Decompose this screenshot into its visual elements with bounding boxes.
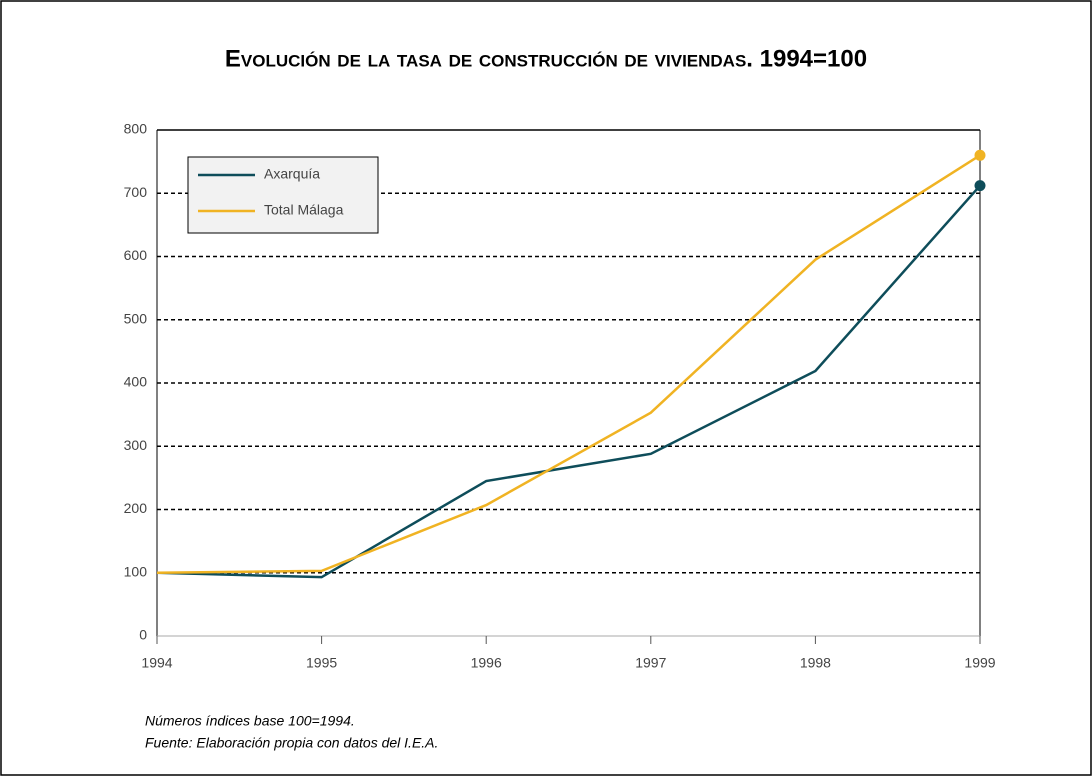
series-line xyxy=(156,184,981,579)
chart-title: Evolución de la tasa de construcción de … xyxy=(225,45,867,72)
x-tick-label: 1994 xyxy=(141,655,172,671)
note: Fuente: Elaboración propia con datos del… xyxy=(145,735,438,751)
y-tick-label: 0 xyxy=(139,627,147,643)
note: Números índices base 100=1994. xyxy=(145,713,355,729)
legend-label: Axarquía xyxy=(264,166,320,182)
y-tick-label: 400 xyxy=(124,374,148,390)
x-tick-label: 1995 xyxy=(306,655,337,671)
x-tick-label: 1999 xyxy=(964,655,995,671)
series-line xyxy=(156,154,981,574)
legend-label: Total Málaga xyxy=(264,202,344,218)
legend xyxy=(187,156,379,234)
y-tick-label: 200 xyxy=(124,500,148,516)
y-tick-label: 300 xyxy=(124,437,148,453)
end-marker xyxy=(974,180,986,192)
x-tick-label: 1996 xyxy=(471,655,502,671)
y-tick-label: 500 xyxy=(124,310,148,326)
end-marker xyxy=(974,149,986,161)
x-tick-label: 1998 xyxy=(800,655,831,671)
y-tick-label: 600 xyxy=(124,247,148,263)
y-tick-label: 700 xyxy=(124,184,148,200)
y-tick-label: 100 xyxy=(124,563,148,579)
y-tick-label: 800 xyxy=(124,121,148,137)
x-tick-label: 1997 xyxy=(635,655,666,671)
